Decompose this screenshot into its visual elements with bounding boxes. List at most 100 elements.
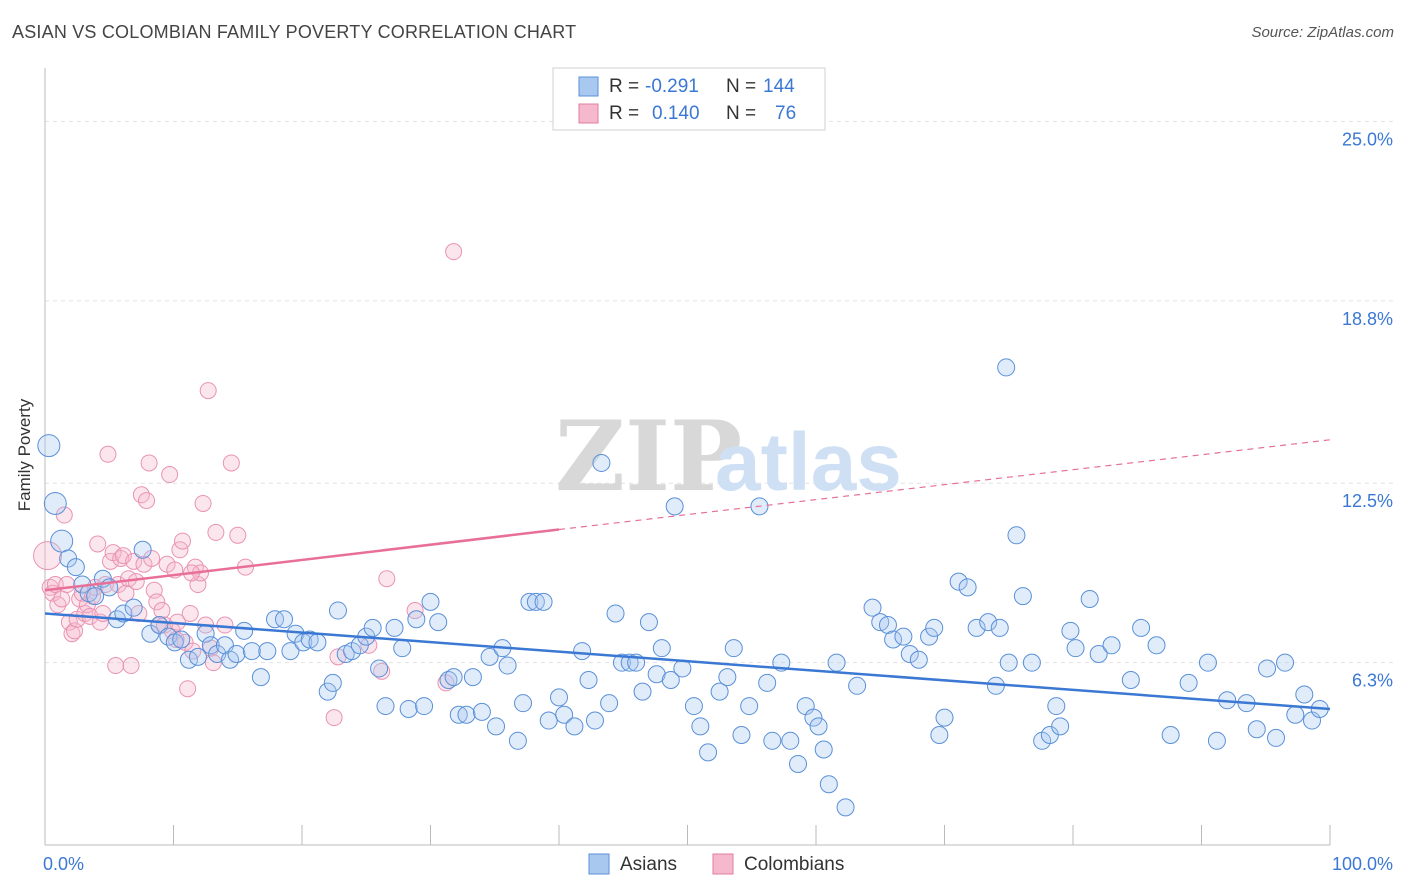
point-asians xyxy=(399,699,418,718)
point-colombians xyxy=(161,466,179,484)
point-asians xyxy=(1286,705,1305,724)
point-asians xyxy=(606,604,625,623)
point-asians xyxy=(836,798,855,817)
point-asians xyxy=(585,711,604,730)
y-tick-label: 18.8% xyxy=(1342,309,1393,329)
point-asians xyxy=(789,754,808,773)
point-asians xyxy=(848,676,867,695)
point-asians xyxy=(573,642,592,661)
point-asians xyxy=(894,627,913,646)
point-asians xyxy=(114,604,133,623)
point-asians xyxy=(308,633,327,652)
point-colombians xyxy=(58,576,76,594)
point-asians xyxy=(999,653,1018,672)
chart-title: ASIAN VS COLOMBIAN FAMILY POVERTY CORREL… xyxy=(12,22,577,42)
x-tick-label-max: 100.0% xyxy=(1332,854,1393,874)
point-asians xyxy=(1161,726,1180,745)
point-asians xyxy=(1147,636,1166,655)
watermark-zip: ZIP xyxy=(555,400,742,513)
stats-r-label-colombians: R = xyxy=(609,103,639,124)
point-asians xyxy=(819,775,838,794)
point-colombians xyxy=(138,492,156,510)
point-asians xyxy=(1022,653,1041,672)
point-colombians xyxy=(325,709,343,727)
point-colombians xyxy=(112,549,130,567)
point-asians xyxy=(66,558,85,577)
point-asians xyxy=(498,656,517,675)
point-asians xyxy=(227,644,246,663)
stats-legend-swatch-colombians xyxy=(578,103,599,124)
point-asians xyxy=(323,673,342,692)
point-asians xyxy=(684,697,703,716)
point-colombians xyxy=(122,657,140,675)
point-colombians xyxy=(229,526,247,544)
point-asians xyxy=(487,717,506,736)
point-asians xyxy=(281,642,300,661)
point-asians xyxy=(534,592,553,611)
point-colombians xyxy=(207,523,225,541)
point-asians xyxy=(1207,731,1226,750)
point-colombians xyxy=(33,541,63,571)
point-asians xyxy=(539,711,558,730)
point-asians xyxy=(37,434,61,458)
point-asians xyxy=(124,598,143,617)
point-asians xyxy=(740,697,759,716)
point-colombians xyxy=(378,570,396,588)
point-asians xyxy=(592,453,611,472)
point-asians xyxy=(612,653,631,672)
point-colombians xyxy=(53,590,71,608)
point-asians xyxy=(242,642,261,661)
point-asians xyxy=(949,572,968,591)
point-asians xyxy=(909,650,928,669)
point-asians xyxy=(188,647,207,666)
point-colombians xyxy=(140,454,158,472)
stats-r-value-colombians: 0.140 xyxy=(652,103,700,124)
point-asians xyxy=(930,726,949,745)
point-asians xyxy=(827,653,846,672)
point-asians xyxy=(639,613,658,632)
point-colombians xyxy=(222,454,240,472)
point-asians xyxy=(900,644,919,663)
point-colombians xyxy=(445,243,463,261)
point-asians xyxy=(363,618,382,637)
point-asians xyxy=(449,705,468,724)
point-asians xyxy=(1013,587,1032,606)
point-asians xyxy=(457,705,476,724)
point-asians xyxy=(652,639,671,658)
point-asians xyxy=(565,717,584,736)
point-asians xyxy=(979,613,998,632)
point-asians xyxy=(328,601,347,620)
point-colombians xyxy=(148,593,166,611)
point-asians xyxy=(758,673,777,692)
legend-label-colombians: Colombians xyxy=(744,854,844,875)
stats-n-value-colombians: 76 xyxy=(775,103,796,124)
point-asians xyxy=(429,613,448,632)
point-asians xyxy=(781,731,800,750)
point-asians xyxy=(1179,673,1198,692)
point-asians xyxy=(579,671,598,690)
point-asians xyxy=(1132,618,1151,637)
point-asians xyxy=(1007,526,1026,545)
point-asians xyxy=(925,618,944,637)
point-asians xyxy=(472,702,491,721)
point-asians xyxy=(661,671,680,690)
point-colombians xyxy=(373,662,391,680)
point-asians xyxy=(935,708,954,727)
point-asians xyxy=(370,659,389,678)
point-asians xyxy=(514,694,533,713)
point-colombians xyxy=(216,616,234,634)
point-colombians xyxy=(89,535,107,553)
point-colombians xyxy=(153,602,171,620)
point-asians xyxy=(920,627,939,646)
x-tick-label-min: 0.0% xyxy=(43,854,84,874)
point-asians xyxy=(1258,659,1277,678)
point-asians xyxy=(1267,728,1286,747)
point-asians xyxy=(393,639,412,658)
point-asians xyxy=(550,688,568,707)
point-asians xyxy=(439,671,458,690)
point-colombians xyxy=(173,532,191,550)
point-asians xyxy=(804,708,823,727)
stats-legend-swatch-asians xyxy=(578,76,599,97)
point-asians xyxy=(1102,636,1121,655)
point-asians xyxy=(376,697,395,716)
